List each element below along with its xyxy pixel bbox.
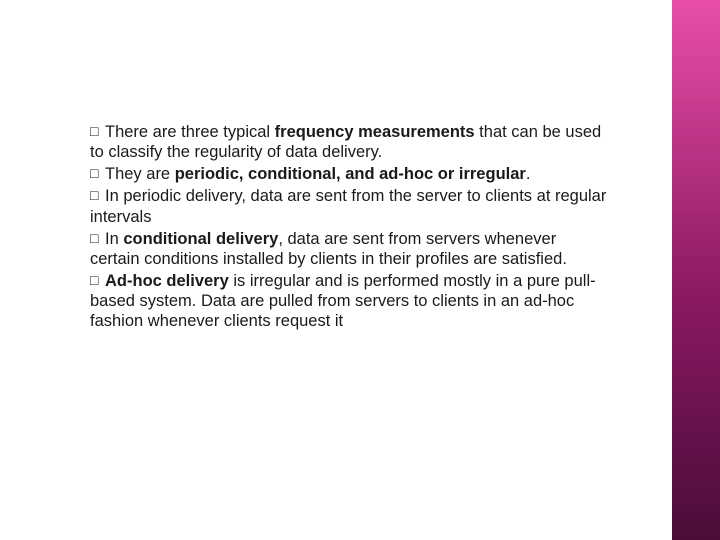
bullet-text: In conditional delivery, data are sent f… <box>90 230 567 268</box>
bullet-text: There are three typical frequency measur… <box>90 123 601 161</box>
accent-bar <box>672 0 720 540</box>
bullet-list: □There are three typical frequency measu… <box>90 122 610 333</box>
bullet-icon: □ <box>90 122 105 141</box>
bullet-icon: □ <box>90 271 105 290</box>
list-item: □They are periodic, conditional, and ad-… <box>90 164 610 184</box>
bullet-icon: □ <box>90 229 105 248</box>
list-item: □There are three typical frequency measu… <box>90 122 610 162</box>
list-item: □In conditional delivery, data are sent … <box>90 229 610 269</box>
bullet-icon: □ <box>90 186 105 205</box>
list-item: □In periodic delivery, data are sent fro… <box>90 186 610 226</box>
bullet-icon: □ <box>90 164 105 183</box>
list-item: □Ad-hoc delivery is irregular and is per… <box>90 271 610 331</box>
bullet-text: In periodic delivery, data are sent from… <box>90 187 606 225</box>
bullet-text: They are periodic, conditional, and ad-h… <box>105 165 530 183</box>
bullet-text: Ad-hoc delivery is irregular and is perf… <box>90 272 596 330</box>
